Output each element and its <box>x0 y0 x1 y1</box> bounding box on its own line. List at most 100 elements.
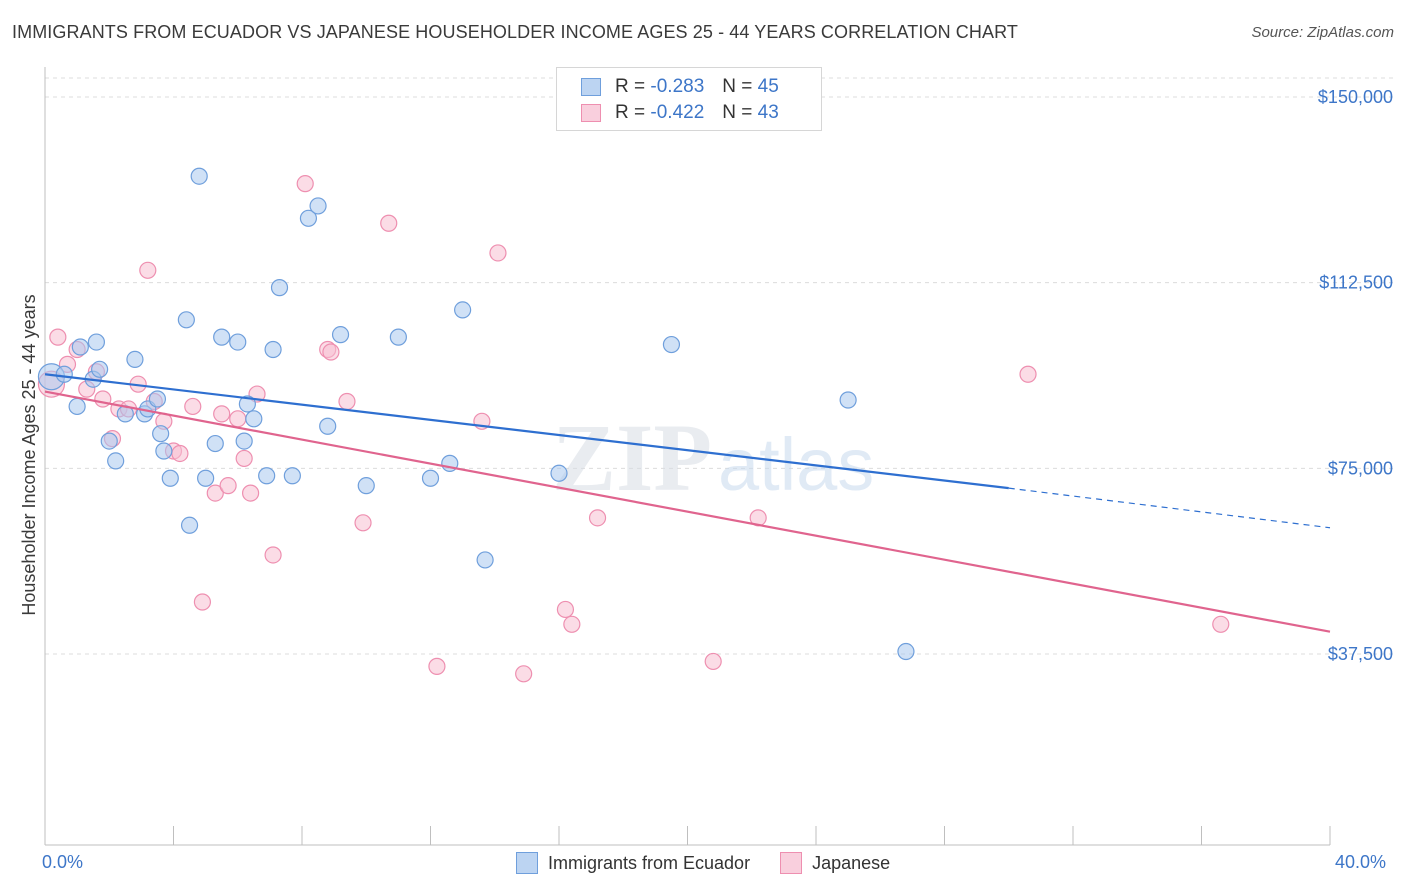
japanese-point <box>322 343 340 361</box>
ecuador-point <box>238 395 256 413</box>
ecuador-point <box>357 477 375 495</box>
ecuador-point <box>177 311 195 329</box>
ecuador-point <box>190 167 208 185</box>
ecuador-point <box>550 464 568 482</box>
japanese-point <box>380 214 398 232</box>
ecuador-point <box>283 467 301 485</box>
ecuador-point <box>331 326 350 344</box>
x-tick-min: 0.0% <box>42 852 84 872</box>
legend-r-label: R = <box>615 102 646 123</box>
series-legend-ecuador[interactable]: Immigrants from Ecuador <box>516 852 750 874</box>
legend-r-value: -0.283 <box>650 76 705 97</box>
japanese-point <box>242 484 260 502</box>
trend-lines <box>44 373 1331 633</box>
series-legend-japanese[interactable]: Japanese <box>780 852 890 874</box>
ecuador-point <box>897 642 915 661</box>
japanese-point <box>704 652 722 671</box>
grid-lines <box>45 77 1393 655</box>
legend-r-label: R = <box>615 76 646 97</box>
chart-title: IMMIGRANTS FROM ECUADOR VS JAPANESE HOUS… <box>12 22 1018 42</box>
series-ecuador <box>37 167 915 661</box>
japanese-point <box>338 392 356 411</box>
ecuador-point <box>299 209 318 227</box>
japanese-point <box>229 410 247 428</box>
series-legend-swatch-japanese <box>780 852 803 874</box>
japanese-point <box>219 477 237 495</box>
source-credit: Source: ZipAtlas.com <box>1251 24 1394 41</box>
ecuador-point <box>206 434 224 453</box>
series-legend-swatch-ecuador <box>516 852 538 874</box>
watermark: ZIP atlas <box>552 404 874 511</box>
japanese-point <box>235 449 253 468</box>
ecuador-trend-extension <box>1008 487 1331 529</box>
series-legend: Immigrants from Ecuador Japanese <box>516 852 920 874</box>
ecuador-point <box>319 417 337 435</box>
ecuador-trend-line <box>44 373 1009 490</box>
ecuador-point <box>197 469 215 487</box>
ecuador-point <box>235 432 253 450</box>
ecuador-point <box>87 333 106 351</box>
japanese-point <box>139 261 157 279</box>
series-legend-label-japanese: Japanese <box>812 852 891 873</box>
y-axis-label: Householder Income Ages 25 - 44 years <box>19 294 39 615</box>
ecuador-point <box>389 328 407 346</box>
japanese-point <box>1212 615 1230 633</box>
japanese-point <box>515 665 533 683</box>
watermark-atlas: atlas <box>718 423 874 506</box>
japanese-point <box>193 593 212 611</box>
japanese-point <box>1019 365 1037 383</box>
ecuador-point <box>91 360 109 378</box>
y-tick-label: $112,500 <box>1319 273 1393 293</box>
japanese-point <box>588 509 607 527</box>
ecuador-point <box>155 442 173 460</box>
japanese-point <box>556 600 575 619</box>
legend-n-label: N = <box>722 102 753 123</box>
japanese-point <box>264 546 282 564</box>
ecuador-point <box>148 390 167 408</box>
japanese-point <box>296 175 314 193</box>
japanese-point <box>206 484 224 502</box>
legend-swatch-ecuador <box>581 78 601 96</box>
y-tick-labels: $37,500 $75,000 $112,500 $150,000 <box>1318 87 1393 664</box>
ecuador-point <box>454 301 472 319</box>
japanese-point <box>184 397 202 416</box>
japanese-point <box>428 657 446 675</box>
y-tick-label: $37,500 <box>1328 644 1393 664</box>
ecuador-point <box>264 340 282 359</box>
legend-r-value: -0.422 <box>650 102 705 123</box>
ecuador-point <box>107 452 125 470</box>
legend-swatch-japanese <box>581 104 601 122</box>
japanese-point <box>94 390 112 408</box>
ecuador-point <box>213 328 231 346</box>
ecuador-point <box>68 397 86 416</box>
ecuador-point <box>270 279 289 297</box>
ecuador-point <box>421 469 440 487</box>
legend-row-japanese: R = -0.422 N = 43 <box>581 101 779 125</box>
japanese-point <box>489 244 507 262</box>
ecuador-point <box>229 333 247 351</box>
ecuador-point <box>309 197 327 215</box>
watermark-zip: ZIP <box>552 404 712 511</box>
ecuador-point <box>126 350 144 369</box>
ecuador-point <box>245 410 263 428</box>
legend-n-label: N = <box>722 76 753 97</box>
series-legend-label-ecuador: Immigrants from Ecuador <box>548 852 751 873</box>
y-tick-label: $75,000 <box>1328 458 1393 478</box>
legend-n-value: 43 <box>757 102 779 123</box>
ecuador-point <box>71 338 89 356</box>
japanese-point <box>213 405 231 423</box>
ecuador-point <box>476 551 494 569</box>
ecuador-point <box>100 432 118 450</box>
x-tick-max: 40.0% <box>1335 852 1387 872</box>
japanese-point <box>354 514 372 532</box>
japanese-point <box>49 328 67 346</box>
legend-n-value: 45 <box>757 76 779 97</box>
ecuador-point <box>180 516 199 534</box>
japanese-point <box>171 444 189 463</box>
japanese-point <box>563 615 581 633</box>
ecuador-point <box>662 335 681 354</box>
ecuador-point <box>258 467 276 485</box>
ecuador-point <box>55 365 73 383</box>
ecuador-point <box>161 469 179 487</box>
